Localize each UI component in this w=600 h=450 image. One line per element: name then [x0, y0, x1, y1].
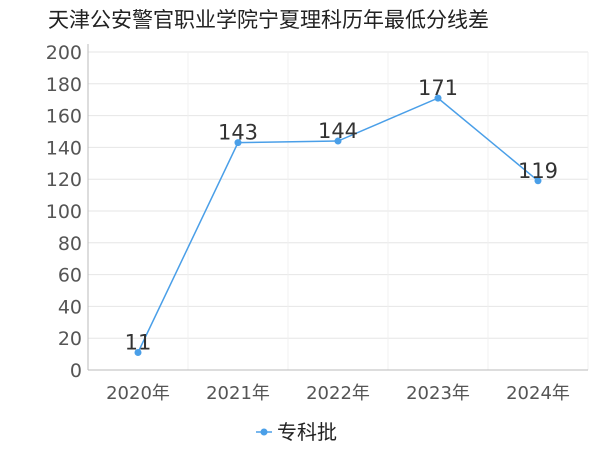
y-tick-label: 20: [58, 328, 82, 350]
y-tick-label: 120: [46, 169, 82, 191]
data-point: [234, 139, 242, 147]
x-tick-label: 2023年: [406, 383, 470, 404]
data-point: [334, 137, 342, 145]
data-point: [434, 94, 442, 102]
y-tick-label: 40: [58, 296, 82, 318]
y-tick-label: 180: [46, 74, 82, 96]
legend-label: 专科批: [277, 420, 337, 444]
data-label: 119: [518, 159, 558, 183]
y-tick-label: 160: [46, 106, 82, 128]
x-tick-label: 2022年: [306, 383, 370, 404]
y-tick-label: 200: [46, 42, 82, 64]
data-label: 144: [318, 119, 358, 143]
legend-swatch-marker: [260, 428, 268, 436]
data-label: 11: [125, 331, 152, 355]
y-tick-label: 0: [70, 360, 82, 382]
data-label: 171: [418, 76, 458, 100]
x-tick-label: 2024年: [506, 383, 570, 404]
x-tick-label: 2020年: [106, 383, 170, 404]
data-point: [534, 177, 542, 185]
y-tick-label: 60: [58, 265, 82, 287]
chart-title: 天津公安警官职业学院宁夏理科历年最低分线差: [48, 8, 489, 32]
y-tick-label: 100: [46, 201, 82, 223]
data-label: 143: [218, 121, 258, 145]
data-point: [134, 349, 142, 357]
y-tick-label: 140: [46, 137, 82, 159]
x-tick-label: 2021年: [206, 383, 270, 404]
y-tick-label: 80: [58, 233, 82, 255]
